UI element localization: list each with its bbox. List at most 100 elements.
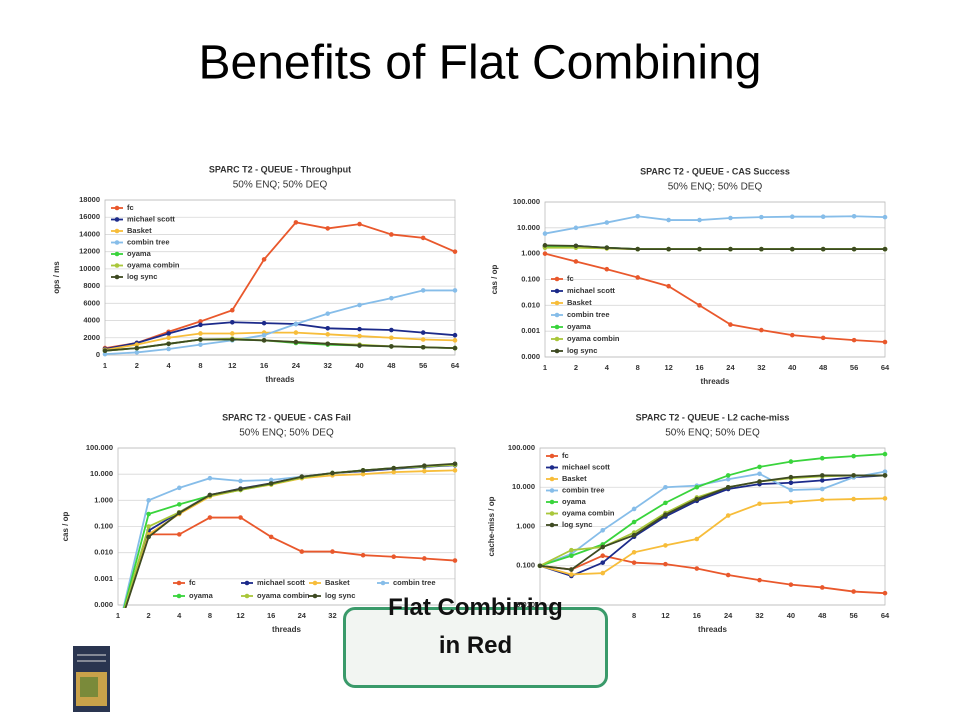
legend-label: fc xyxy=(189,578,196,587)
data-point xyxy=(452,332,458,338)
data-point xyxy=(542,251,548,256)
data-point xyxy=(176,532,182,537)
data-point xyxy=(422,463,427,469)
x-tick-label: 56 xyxy=(849,611,857,620)
y-tick-label: 100.000 xyxy=(513,197,540,206)
x-tick-label: 2 xyxy=(574,363,578,372)
legend-marker xyxy=(554,324,560,330)
data-point xyxy=(420,337,426,342)
data-point xyxy=(759,327,764,333)
x-tick-label: 8 xyxy=(208,611,212,620)
x-tick-label: 24 xyxy=(292,361,301,370)
y-tick-label: 0.100 xyxy=(516,561,535,570)
data-point xyxy=(600,560,606,565)
x-tick-label: 2 xyxy=(135,361,139,370)
y-axis-label: cas / op xyxy=(490,264,499,294)
data-point xyxy=(238,478,243,484)
y-tick-label: 0.100 xyxy=(521,274,540,283)
data-point xyxy=(176,485,182,491)
data-point xyxy=(725,572,731,578)
legend-label: oyama xyxy=(567,322,592,331)
data-point xyxy=(146,524,151,529)
data-point xyxy=(635,213,641,219)
data-point xyxy=(820,246,826,252)
data-point xyxy=(360,471,366,477)
data-point xyxy=(819,455,825,461)
series-line xyxy=(104,338,456,352)
data-point xyxy=(391,465,397,471)
data-point xyxy=(882,214,888,220)
chart-title: SPARC T2 - QUEUE - CAS Fail xyxy=(222,412,351,422)
legend-label: Basket xyxy=(325,578,350,587)
data-point xyxy=(694,566,700,571)
data-point xyxy=(757,577,762,583)
legend-marker xyxy=(114,263,120,268)
x-tick-label: 16 xyxy=(260,361,268,370)
data-point xyxy=(389,344,394,349)
y-tick-label: 0.010 xyxy=(94,548,113,557)
data-point xyxy=(422,468,427,474)
data-point xyxy=(788,487,794,493)
legend-label: oyama xyxy=(562,497,587,506)
data-point xyxy=(116,629,121,634)
data-point xyxy=(357,333,362,339)
data-point xyxy=(452,558,458,563)
data-point xyxy=(134,342,140,347)
data-point xyxy=(268,481,274,486)
data-point xyxy=(146,534,151,540)
data-point xyxy=(725,476,731,482)
x-axis-label: threads xyxy=(266,375,295,384)
data-point xyxy=(420,235,426,241)
data-point xyxy=(569,553,574,559)
data-point xyxy=(293,220,299,225)
legend-marker xyxy=(549,453,555,459)
y-tick-label: 4000 xyxy=(83,316,100,325)
x-tick-label: 1 xyxy=(116,611,120,620)
data-point xyxy=(663,543,668,548)
x-tick-label: 64 xyxy=(881,611,890,620)
data-point xyxy=(694,496,700,502)
legend-label: fc xyxy=(567,274,574,283)
data-point xyxy=(166,346,171,352)
x-tick-label: 16 xyxy=(267,611,275,620)
legend-label: log sync xyxy=(567,346,597,355)
y-tick-label: 10000 xyxy=(79,264,100,273)
data-point xyxy=(325,341,331,347)
legend-marker xyxy=(176,593,182,599)
y-axis-label: cache-miss / op xyxy=(487,496,496,556)
data-point xyxy=(631,506,637,512)
data-point xyxy=(238,486,243,492)
legend-marker xyxy=(554,336,560,342)
data-point xyxy=(728,322,733,327)
data-point xyxy=(788,480,794,486)
x-tick-label: 1 xyxy=(543,363,547,372)
y-tick-label: 0.000 xyxy=(521,352,540,361)
x-tick-label: 40 xyxy=(355,361,363,370)
data-point xyxy=(631,560,637,565)
legend-label: combin tree xyxy=(393,578,436,587)
data-point xyxy=(330,470,335,476)
data-point xyxy=(600,528,606,533)
legend-marker xyxy=(244,593,250,599)
y-tick-label: 0.001 xyxy=(521,326,540,335)
legend-label: fc xyxy=(127,203,134,212)
x-tick-label: 32 xyxy=(757,363,765,372)
data-point xyxy=(851,453,856,459)
plot-frame xyxy=(544,201,886,358)
data-point xyxy=(882,469,888,474)
data-point xyxy=(207,492,213,498)
x-tick-label: 32 xyxy=(328,611,336,620)
data-point xyxy=(882,246,888,252)
data-point xyxy=(102,348,108,353)
data-point xyxy=(420,330,426,335)
data-point xyxy=(116,629,121,634)
y-tick-label: 6000 xyxy=(83,298,100,307)
data-point xyxy=(569,572,574,577)
x-tick-label: 48 xyxy=(818,611,826,620)
y-tick-label: 10.000 xyxy=(517,223,540,232)
chart-subtitle: 50% ENQ; 50% DEQ xyxy=(239,428,334,439)
series-line xyxy=(124,462,456,608)
legend-marker xyxy=(176,580,182,586)
data-point xyxy=(360,468,366,473)
